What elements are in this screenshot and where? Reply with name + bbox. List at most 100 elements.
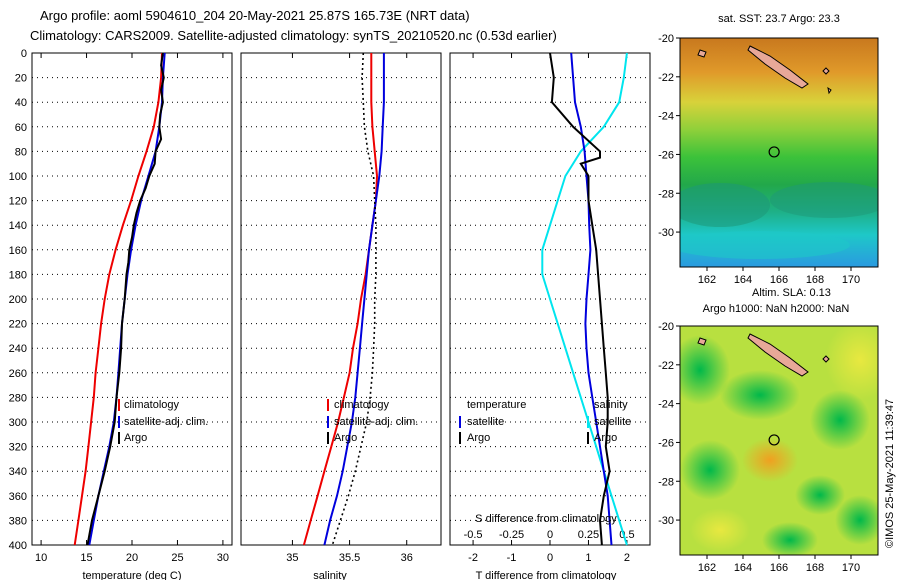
sla-patch [795,475,845,515]
map-x-tick-label: 162 [698,562,716,574]
legend-label-satellite: satellite-adj. clim. [334,416,418,428]
sla-patch [742,438,798,482]
new-caledonia-island [747,45,809,89]
depth-tick-label: 340 [9,466,27,478]
map-x-tick-label: 168 [806,274,824,286]
s-tick-label: -0.5 [464,529,483,541]
series-argo [331,52,377,546]
sla-patch [825,326,878,400]
depth-tick-label: 160 [9,245,27,257]
title-line-1: Argo profile: aoml 5904610_204 20-May-20… [40,8,470,23]
sst-map-axes: 162 164 166 168 170 -20 -22 -24 -26 -28 -30 [658,33,860,286]
depth-tick-label: 320 [9,442,27,454]
sst-map [680,38,878,267]
depth-tick-label: 200 [9,294,27,306]
map-x-tick-label: 166 [770,274,788,286]
map-x-tick-label: 168 [806,562,824,574]
depth-tick-label: 0 [21,48,27,60]
series-satellite-adj-clim- [323,53,385,546]
new-caledonia-island [747,333,809,377]
map-y-tick-label: -24 [658,111,674,123]
s-tick-label: 0.25 [578,529,599,541]
sst-patch [680,231,850,259]
depth-tick-label: 360 [9,491,27,503]
x-tick-label: -2 [468,552,478,564]
x-tick-label: -1 [507,552,517,564]
map-y-tick-label: -28 [658,476,674,488]
profile-location-marker [768,146,780,158]
x-tick-label: 35.5 [339,552,360,564]
depth-tick-label: 240 [9,343,27,355]
map-y-tick-label: -30 [658,227,674,239]
imos-watermark: ©IMOS 25-May-2021 11:39:47 [884,399,896,548]
depth-tick-label: 20 [15,73,27,85]
coastline-islets [697,337,830,363]
map-y-tick-label: -24 [658,399,674,411]
depth-tick-label: 40 [15,97,27,109]
sst-patch [770,182,878,218]
depth-tick-label: 60 [15,122,27,134]
map-y-tick-label: -20 [658,33,674,45]
legend-label-s-satellite: satellite [594,416,631,428]
sla-patch [680,335,730,405]
map-x-tick-label: 164 [734,274,752,286]
x-tick-label: 30 [217,552,229,564]
depth-tick-label: 300 [9,417,27,429]
series-argo [86,52,165,546]
map-y-tick-label: -22 [658,72,674,84]
sla-patch [690,508,750,552]
s-difference-label: S difference from climatology [475,513,617,525]
difference-legend: temperature satellite Argo salinity sate… [459,399,631,444]
depth-tick-label: 220 [9,319,27,331]
sla-patch [680,440,740,500]
legend-label-climatology: climatology [124,399,180,411]
depth-tick-label: 400 [9,540,27,552]
map-y-tick-label: -28 [658,188,674,200]
map-x-tick-label: 166 [770,562,788,574]
sla-patch [720,370,800,420]
axis-ticks: 10 15 20 25 30020406080100120140160180200220… [9,48,650,564]
difference-axis-label: T difference from climatology [476,570,617,580]
salinity-legend: climatology satellite-adj. clim. Argo [327,399,418,444]
salinity-axis-label: salinity [313,570,347,580]
depth-tick-label: 120 [9,196,27,208]
map-x-tick-label: 170 [842,562,860,574]
sla-map-axes: 162 164 166 168 170 -20 -22 -24 -26 -28 -30 [658,321,860,574]
s-tick-label: -0.25 [499,529,524,541]
sla-map [680,326,878,555]
legend-label-t-argo: Argo [467,432,490,444]
sst-map-title: sat. SST: 23.7 Argo: 23.3 [718,13,840,25]
temperature-axis-label: temperature (deg C) [82,570,181,580]
legend-label-satellite: satellite-adj. clim. [124,416,208,428]
series-climatology [73,52,163,546]
sla-patch [762,522,818,555]
x-tick-label: 15 [80,552,92,564]
series-t-argo [549,52,611,546]
legend-label-climatology: climatology [334,399,390,411]
map-y-tick-label: -26 [658,437,674,449]
depth-tick-label: 280 [9,392,27,404]
profile-lines [73,52,628,546]
legend-label-s-argo: Argo [594,432,617,444]
depth-tick-label: 180 [9,269,27,281]
legend-title-temperature: temperature [467,399,526,411]
sla-patch [835,495,878,545]
x-tick-label: 20 [126,552,138,564]
map-x-tick-label: 164 [734,562,752,574]
legend-title-salinity: salinity [594,399,628,411]
map-y-tick-label: -22 [658,360,674,372]
x-tick-label: 36 [401,552,413,564]
map-y-tick-label: -30 [658,515,674,527]
map-y-tick-label: -20 [658,321,674,333]
temperature-legend: climatology satellite-adj. clim. Argo [118,399,208,444]
sla-patch [810,390,870,450]
sst-map-footer: Altim. SLA: 0.13 [752,287,831,299]
x-tick-label: 10 [35,552,47,564]
map-x-tick-label: 170 [842,274,860,286]
coastline-islets [697,49,832,95]
legend-label-argo: Argo [124,432,147,444]
series-s-satellite [541,52,628,546]
x-tick-label: 35 [286,552,298,564]
depth-tick-label: 100 [9,171,27,183]
